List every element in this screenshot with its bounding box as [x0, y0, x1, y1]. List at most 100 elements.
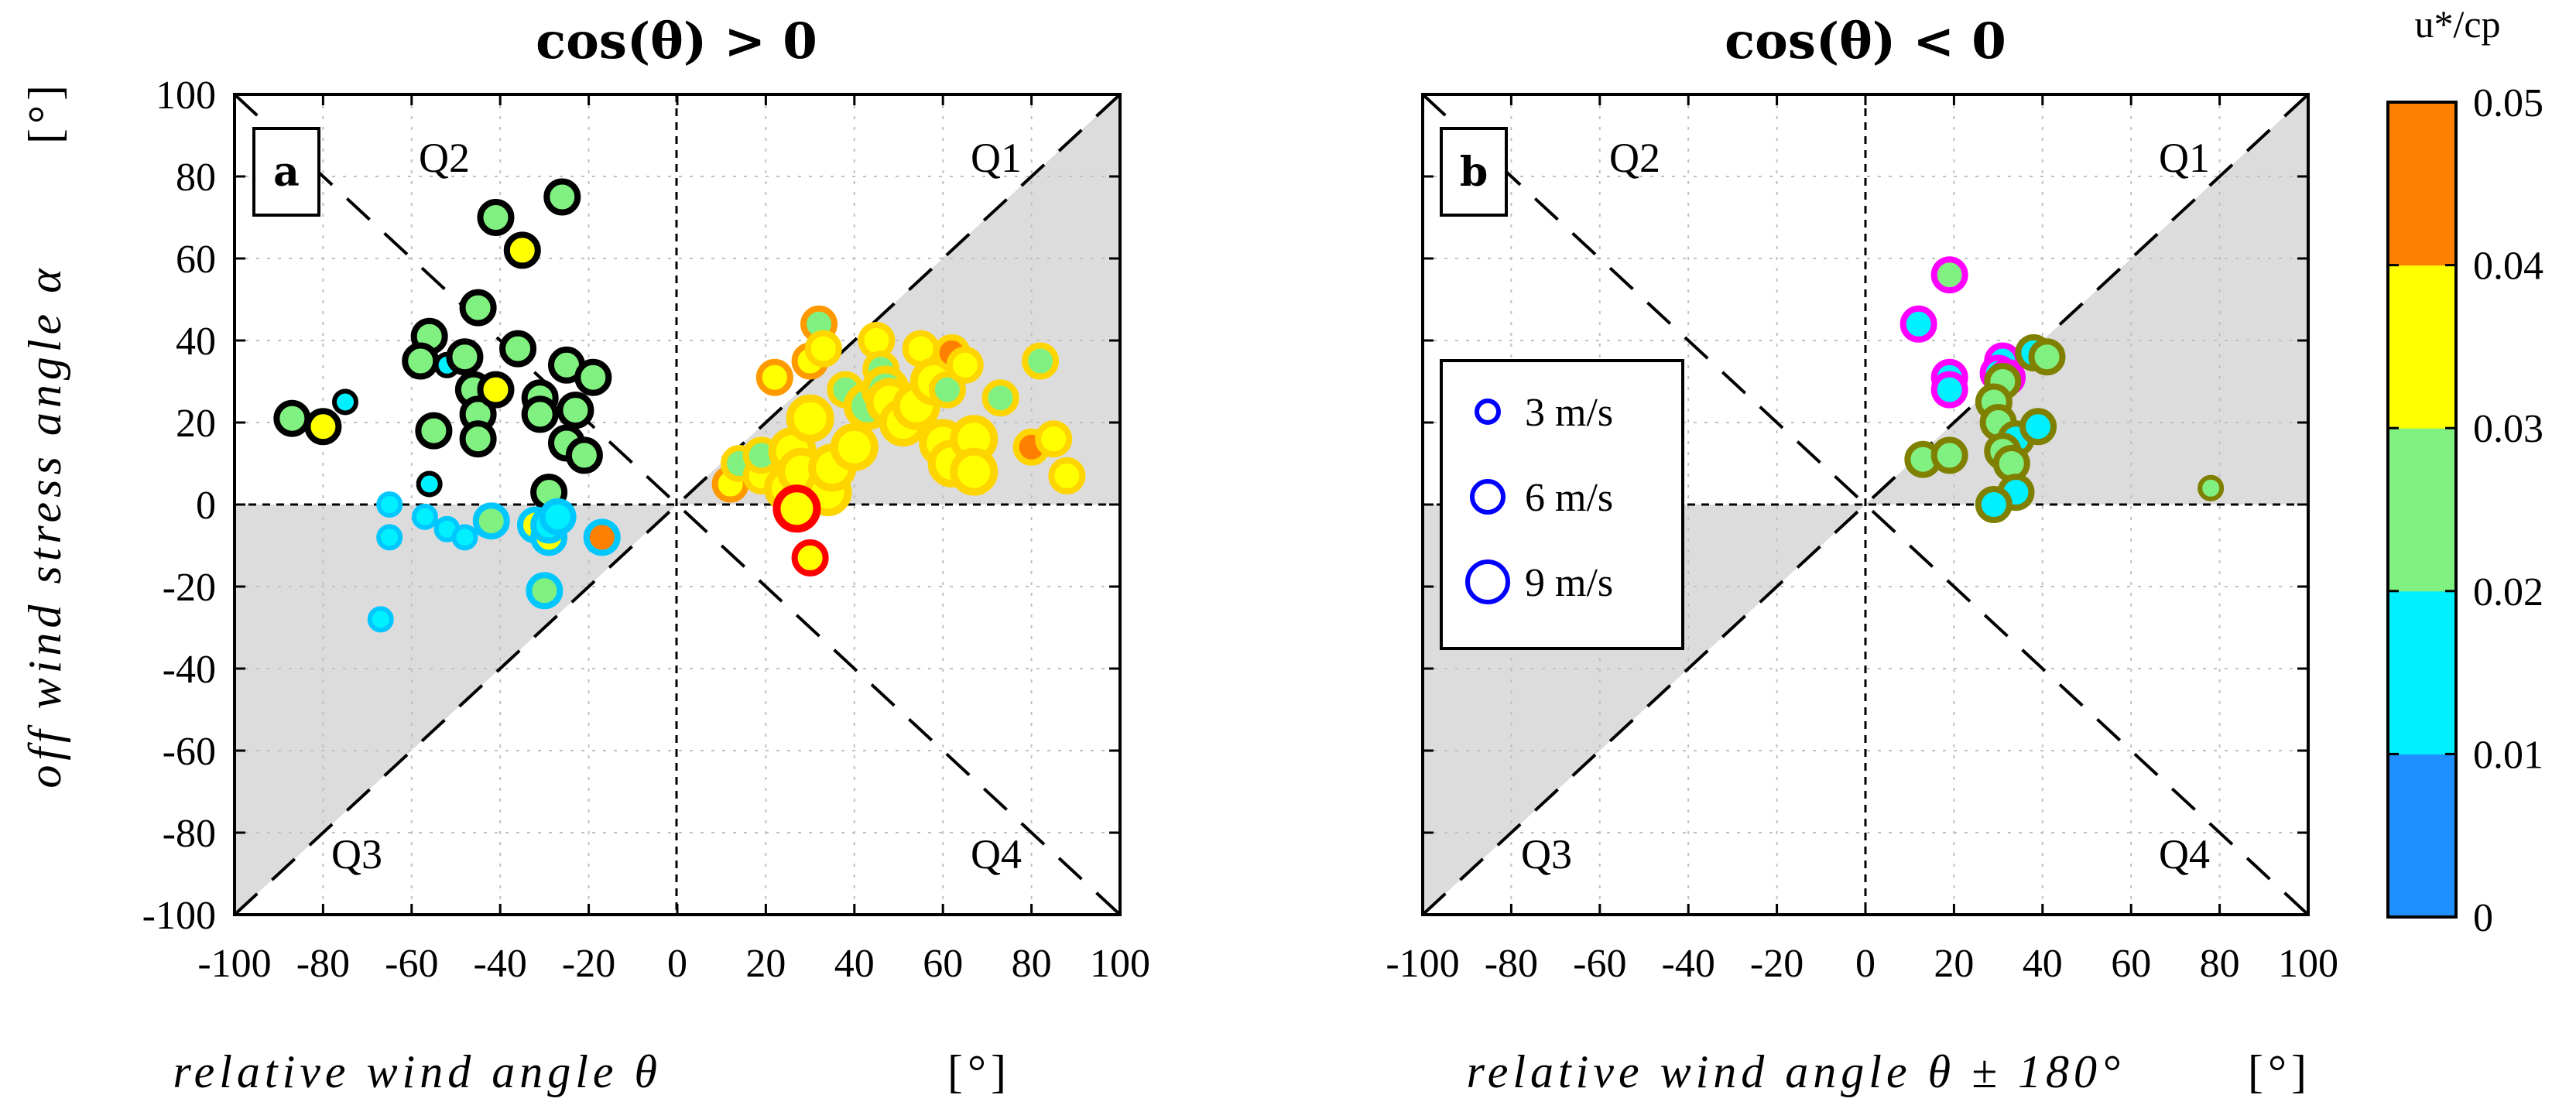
panel-a-label-box	[252, 127, 320, 217]
data-point-a-69	[946, 346, 984, 384]
data-point-b-19	[1975, 486, 2012, 523]
legend-label-6: 6 m/s	[1525, 476, 1613, 520]
panel-b-label: b	[1460, 149, 1488, 196]
data-point-a-51	[804, 330, 842, 368]
panel-a-label: a	[273, 149, 300, 196]
colorbar-tick-label: 0.02	[2473, 570, 2543, 614]
data-point-a-6	[416, 470, 443, 498]
data-point-a-11	[459, 420, 497, 458]
colorbar-segment-3	[2388, 265, 2456, 429]
data-point-a-26	[376, 491, 403, 518]
data-point-b-8	[2028, 338, 2066, 376]
x-tick-label: 100	[2278, 942, 2338, 986]
x-tick-label: -80	[296, 942, 350, 986]
data-point-a-37	[526, 572, 564, 610]
data-point-a-8	[446, 338, 484, 376]
y-tick-label: -20	[163, 566, 216, 610]
data-point-a-71	[950, 447, 999, 496]
x-tick-label: 80	[2200, 942, 2240, 986]
legend-label-3: 3 m/s	[1525, 391, 1613, 435]
panel-b-q2-label: Q2	[1609, 135, 1660, 181]
data-point-a-0	[273, 399, 311, 437]
data-point-a-27	[376, 524, 403, 551]
colorbar-tick-label: 0.04	[2473, 245, 2543, 289]
x-tick-label: 60	[923, 942, 963, 986]
y-tick-label: 60	[176, 238, 216, 282]
panel-b-ticks: -100 -80 -60 -40 -20 0 20 40 60 80 100	[1386, 93, 2338, 986]
panel-a-shade-q3	[235, 505, 677, 915]
x-tick-label: -20	[562, 942, 615, 986]
panel-b-title: cos(θ) < 0	[1725, 12, 2006, 70]
x-tick-label: -100	[197, 942, 271, 986]
panel-b-xunit: [°]	[2248, 1046, 2311, 1097]
size-legend: 3 m/s 6 m/s 9 m/s	[1440, 359, 1684, 650]
colorbar-segment-1	[2388, 590, 2456, 754]
data-point-a-44	[755, 358, 793, 396]
data-point-b-1	[1899, 305, 1937, 343]
panel-a-points	[273, 178, 1086, 633]
panel-a-xunit: [°]	[947, 1046, 1011, 1097]
x-tick-label: 80	[1012, 942, 1052, 986]
colorbar-segment-0	[2388, 754, 2456, 918]
colorbar-segment-2	[2388, 428, 2456, 592]
panel-b-label-box	[1440, 127, 1508, 217]
panel-a-yunit: [°]	[19, 80, 70, 144]
colorbar-tick-label: 0.03	[2473, 407, 2543, 451]
data-point-b-17	[1930, 436, 1968, 474]
colorbar-tick-label: 0.05	[2473, 81, 2543, 125]
x-tick-label: 60	[2111, 942, 2151, 986]
y-tick-label: -60	[163, 730, 216, 774]
panel-a-q1-label: Q1	[971, 135, 1022, 181]
panel-b-q3-label: Q3	[1521, 831, 1572, 878]
panel-a-xlabel: relative wind angle θ	[173, 1046, 663, 1097]
data-point-a-18	[521, 395, 559, 433]
colorbar: u*/cp 0.05 0.04 0.03 0.02 0.01 0	[2386, 2, 2543, 940]
data-point-a-76	[1048, 457, 1086, 494]
data-point-b-13	[2019, 408, 2057, 446]
data-point-a-78	[791, 539, 829, 577]
legend-items: 3 m/s 6 m/s 9 m/s	[1465, 391, 1613, 605]
y-tick-label: -40	[163, 648, 216, 692]
data-point-a-32	[472, 502, 510, 540]
data-point-a-5	[415, 412, 453, 450]
panel-b-q1-label: Q1	[2159, 135, 2210, 181]
x-tick-label: 40	[834, 942, 875, 986]
data-point-a-39	[367, 606, 394, 633]
x-tick-label: 0	[667, 942, 687, 986]
data-point-a-14	[477, 199, 515, 236]
panel-b-points	[1899, 256, 2225, 523]
data-point-a-15	[503, 231, 541, 269]
x-tick-label: -40	[474, 942, 527, 986]
colorbar-tick-label: 0.01	[2473, 733, 2543, 777]
data-point-a-55	[830, 423, 879, 471]
colorbar-frame	[2386, 101, 2458, 919]
x-tick-label: -100	[1386, 942, 1459, 986]
panel-b-xlabel: relative wind angle θ ± 180°	[1467, 1046, 2125, 1097]
y-tick-label: 20	[176, 402, 216, 446]
data-point-a-4	[402, 342, 440, 380]
y-tick-label: 80	[176, 156, 216, 200]
y-tick-label: 40	[176, 320, 216, 364]
data-point-a-75	[1035, 420, 1073, 458]
data-point-a-13	[477, 371, 515, 409]
panel-a-title: cos(θ) > 0	[536, 12, 817, 70]
x-tick-label: -60	[385, 942, 438, 986]
data-point-a-16	[499, 330, 537, 368]
x-tick-label: -80	[1485, 942, 1538, 986]
legend-marker-3	[1475, 399, 1501, 425]
panel-a-q2-label: Q2	[419, 135, 470, 181]
panel-b: Q2 Q1 Q3 Q4 b 3 m/s 6 m/s 9 m/s -100 -80 -60…	[1386, 12, 2338, 1097]
panel-a: Q2 Q1 Q3 Q4 a -100 -80 -60 -40 -20 0 20 40 60 80 1…	[19, 12, 1150, 1097]
x-tick-label: 100	[1090, 942, 1150, 986]
y-tick-label: -100	[142, 894, 216, 938]
legend-marker-9	[1465, 559, 1510, 604]
data-point-a-24	[574, 358, 612, 396]
colorbar-segment-4	[2388, 102, 2456, 266]
y-tick-label: 0	[196, 484, 216, 528]
data-point-a-66	[928, 371, 966, 409]
data-point-b-3	[1930, 371, 1968, 409]
panel-a-ylabel: off wind stress angle α	[19, 264, 70, 788]
legend-marker-6	[1470, 479, 1506, 515]
data-point-a-72	[981, 379, 1019, 417]
